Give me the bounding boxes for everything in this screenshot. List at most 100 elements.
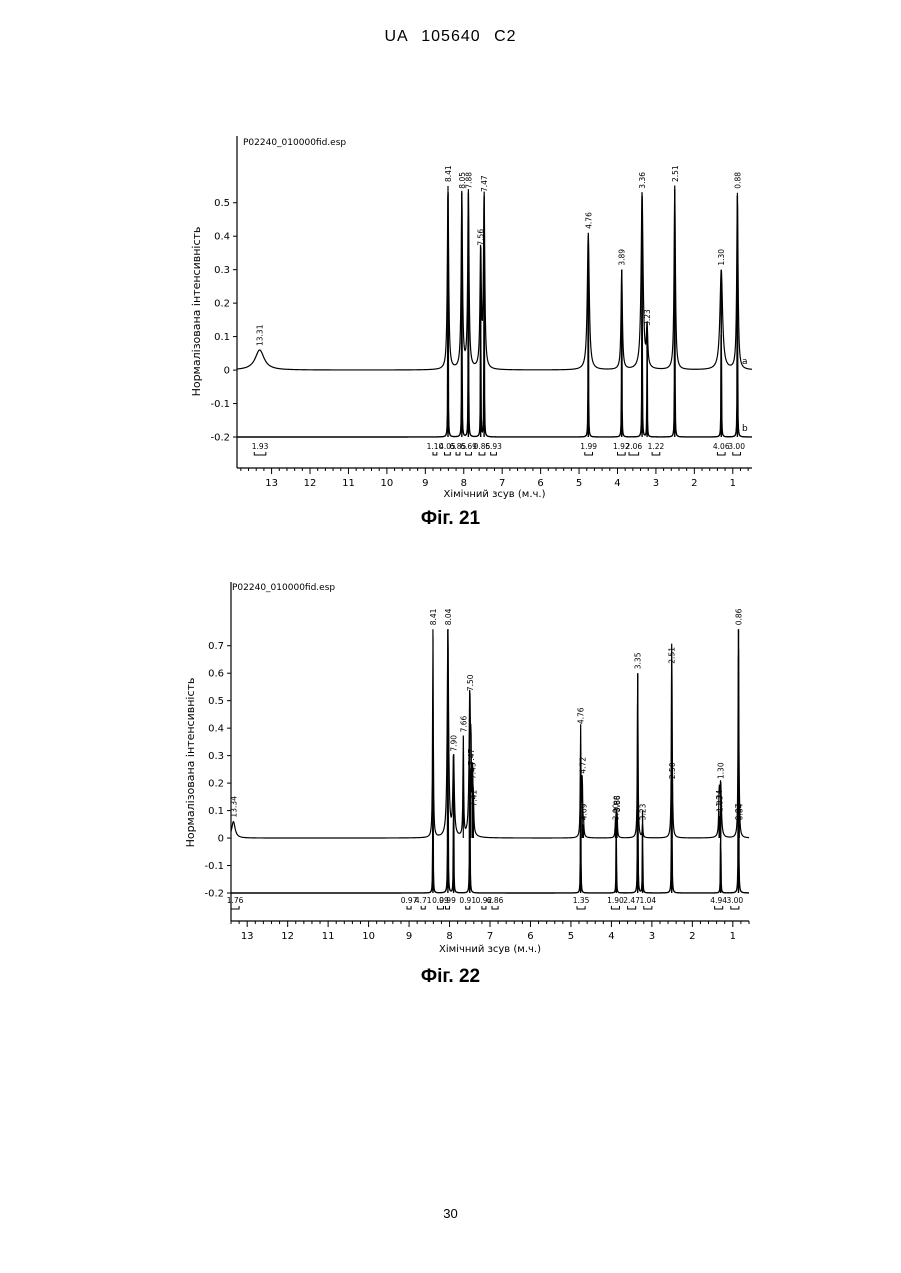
x-tick-label: 3 — [649, 931, 655, 942]
peak-label: 3.35 — [634, 652, 643, 669]
integral-bracket — [629, 452, 639, 455]
peak-label: 7.90 — [450, 735, 459, 752]
nmr-spectrum-figure-21: 0.50.40.30.20.10-0.1-0.21312111098765432… — [0, 130, 901, 500]
integral-label: 2.06 — [625, 442, 642, 451]
y-tick-label: 0.6 — [208, 669, 224, 680]
integral-label: 1.22 — [648, 442, 665, 451]
x-tick-label: 1 — [730, 478, 736, 489]
x-tick-label: 9 — [406, 931, 412, 942]
nmr-spectrum-figure-22: 0.70.60.50.40.30.20.10-0.1-0.21312111098… — [0, 575, 901, 965]
x-tick-label: 8 — [461, 478, 467, 489]
x-tick-label: 8 — [446, 931, 452, 942]
y-tick-label: -0.2 — [210, 433, 230, 444]
peak-label: 2.50 — [668, 762, 677, 779]
x-tick-label: 13 — [241, 931, 254, 942]
peak-label: 8.41 — [429, 608, 438, 625]
integral-bracket — [433, 452, 437, 455]
x-tick-label: 10 — [381, 478, 394, 489]
x-tick-label: 12 — [281, 931, 294, 942]
peak-label: 3.86 — [613, 795, 622, 812]
peak-label: 0.88 — [733, 172, 742, 189]
peak-label: 13.31 — [256, 324, 265, 346]
file-name-label: P02240_010000fid.esp — [243, 138, 346, 148]
integral-label: 1.35 — [573, 896, 590, 905]
integral-label: 0.99 — [439, 896, 456, 905]
y-tick-label: 0.3 — [208, 751, 224, 762]
x-tick-label: 13 — [265, 478, 278, 489]
peak-label: 3.23 — [643, 309, 652, 326]
integral-label: 0.91 — [459, 896, 476, 905]
integral-bracket — [617, 452, 625, 455]
y-tick-label: -0.1 — [204, 861, 224, 872]
peak-label: 2.51 — [668, 647, 677, 664]
peak-label: 7.66 — [459, 715, 468, 732]
integral-label: 1.99 — [580, 442, 597, 451]
integral-bracket — [482, 906, 486, 909]
y-axis-label: Нормалізована інтенсивність — [190, 227, 203, 397]
integral-label: 1.76 — [227, 896, 244, 905]
page-number: 30 — [0, 1206, 901, 1221]
integral-bracket — [628, 906, 636, 909]
x-tick-label: 6 — [527, 931, 533, 942]
integral-bracket — [466, 452, 472, 455]
integral-bracket — [456, 452, 460, 455]
x-tick-label: 5 — [576, 478, 582, 489]
integral-bracket — [717, 452, 725, 455]
integral-bracket — [445, 452, 451, 455]
integral-label: 6.93 — [485, 442, 502, 451]
integral-bracket — [715, 906, 723, 909]
peak-label: 2.51 — [671, 165, 680, 182]
x-tick-label: 2 — [691, 478, 697, 489]
y-tick-label: 0.1 — [214, 332, 230, 343]
x-axis-label: Хімічний зсув (м.ч.) — [444, 488, 546, 500]
integral-bracket — [652, 452, 660, 455]
peak-label: 7.41 — [469, 790, 478, 807]
integral-bracket — [437, 906, 443, 909]
x-tick-label: 7 — [499, 478, 505, 489]
spectrum-trace-b — [237, 189, 752, 437]
integral-label: 4.71 — [415, 896, 432, 905]
integral-label: 3.00 — [728, 442, 745, 451]
y-tick-label: 0 — [218, 834, 224, 845]
x-tick-label: 4 — [608, 931, 614, 942]
series-label-a: a — [742, 357, 748, 367]
x-tick-label: 5 — [568, 931, 574, 942]
peak-label: 3.89 — [618, 249, 627, 266]
integral-bracket — [479, 452, 485, 455]
peak-label: 1.30 — [717, 249, 726, 266]
peak-label: 7.50 — [466, 674, 475, 691]
y-tick-label: 0.7 — [208, 641, 224, 652]
y-tick-label: 0.2 — [208, 779, 224, 790]
peak-label: 0.84 — [735, 803, 744, 820]
integral-label: 4.94 — [710, 896, 727, 905]
integral-bracket — [466, 906, 470, 909]
y-tick-label: -0.2 — [204, 889, 224, 900]
x-tick-label: 12 — [304, 478, 317, 489]
peak-label: 8.41 — [444, 165, 453, 182]
peak-label: 3.36 — [638, 172, 647, 189]
y-axis-label: Нормалізована інтенсивність — [184, 678, 197, 848]
x-tick-label: 3 — [653, 478, 659, 489]
integral-bracket — [733, 452, 741, 455]
integral-bracket — [577, 906, 585, 909]
x-tick-label: 11 — [322, 931, 335, 942]
integral-label: 6.86 — [487, 896, 504, 905]
integral-bracket — [407, 906, 411, 909]
integral-bracket — [731, 906, 739, 909]
peak-label: 13.34 — [229, 796, 238, 818]
peak-label: 7.88 — [464, 172, 473, 189]
figure-caption-21: Фіг. 21 — [0, 508, 901, 530]
x-tick-label: 4 — [614, 478, 620, 489]
y-tick-label: 0.5 — [208, 696, 224, 707]
x-tick-label: 10 — [362, 931, 375, 942]
integral-label: 1.93 — [252, 442, 269, 451]
x-tick-label: 7 — [487, 931, 493, 942]
integral-bracket — [644, 906, 652, 909]
peak-label: 8.04 — [444, 608, 453, 625]
x-tick-label: 1 — [730, 931, 736, 942]
y-tick-label: -0.1 — [210, 399, 230, 410]
x-axis-label: Хімічний зсув (м.ч.) — [439, 943, 541, 955]
integral-bracket — [491, 452, 497, 455]
peak-label: 1.30 — [717, 762, 726, 779]
y-tick-label: 0.5 — [214, 198, 230, 209]
